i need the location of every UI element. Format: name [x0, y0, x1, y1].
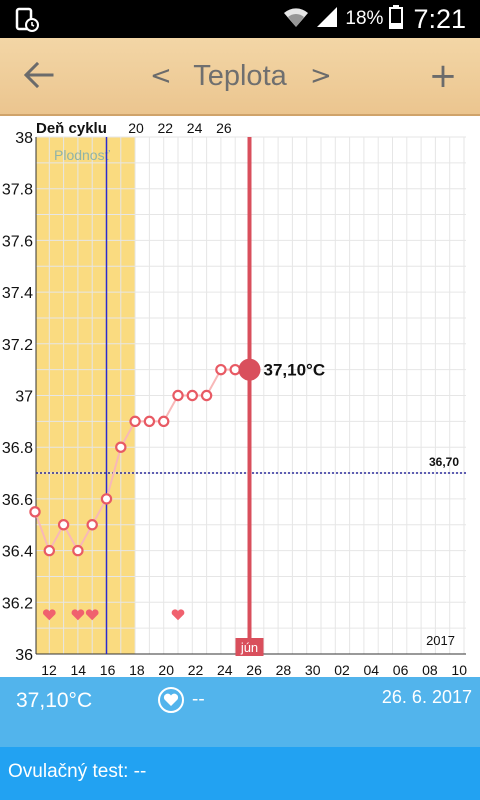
heart-icon: [71, 609, 85, 621]
y-tick-label: 37.8: [2, 182, 33, 199]
status-bar: 18% 7:21: [0, 0, 480, 38]
x-tick-label: 20: [158, 662, 174, 677]
temperature-point: [186, 389, 198, 402]
x-tick-label: 22: [188, 662, 204, 677]
y-tick-label: 37.6: [2, 233, 33, 250]
selected-point: [238, 358, 261, 381]
temperature-point: [200, 389, 213, 402]
x-tick-label: 30: [305, 662, 321, 677]
coverline-label: 36,70: [429, 455, 459, 469]
arrow-left-icon: [24, 62, 54, 88]
day-summary-panel[interactable]: 37,10°C -- 26. 6. 2017: [0, 677, 480, 747]
x-tick-label: 10: [451, 662, 467, 677]
year-label: 2017: [426, 633, 455, 648]
temperature-point: [86, 519, 98, 531]
temperature-point: [100, 493, 113, 505]
temperature-chart[interactable]: 38 37.8 37.6 37.4 37.2 37 36.8 36.6 36.4 36.2 36 1…: [0, 117, 480, 677]
temperature-point: [215, 363, 227, 376]
temperature-point: [143, 415, 156, 428]
x-tick-label: 28: [276, 662, 292, 677]
sim-card-icon: [14, 7, 40, 33]
temperature-point: [129, 415, 141, 428]
month-badge-label: jún: [240, 640, 258, 655]
temperature-point: [72, 544, 84, 557]
x-tick-label: 02: [334, 662, 350, 677]
next-button[interactable]: >: [309, 61, 332, 91]
signal-icon: [315, 5, 339, 34]
y-tick-label: 36.4: [2, 544, 33, 561]
app-header: < Teplota > +: [0, 38, 480, 116]
x-tick-label: 14: [71, 662, 87, 677]
heart-icon: [42, 609, 56, 621]
x-tick-label: 24: [217, 662, 233, 677]
temperature-line: [34, 368, 250, 553]
temperature-point: [29, 506, 41, 518]
title-navigator: < Teplota >: [150, 56, 332, 96]
month-badge: [235, 638, 264, 656]
ovulation-test-label: Ovulačný test: --: [8, 761, 147, 782]
chart-svg: 38 37.8 37.6 37.4 37.2 37 36.8 36.6 36.4 36.2 36 1…: [2, 120, 467, 677]
heart-icon: [85, 609, 99, 621]
top-tick-label: 20: [128, 120, 144, 136]
wifi-icon: [283, 5, 309, 34]
battery-percent: 18%: [345, 8, 384, 29]
temperature-point: [157, 415, 170, 428]
add-button[interactable]: +: [428, 56, 458, 96]
x-tick-label: 26: [246, 662, 262, 677]
y-tick-label: 36.8: [2, 440, 33, 457]
selected-date: 26. 6. 2017: [381, 687, 472, 707]
y-tick-label: 37: [15, 389, 33, 406]
clock: 7:21: [413, 3, 466, 34]
x-tick-label: 04: [364, 662, 380, 677]
prev-button[interactable]: <: [150, 61, 172, 91]
y-tick-label: 38: [15, 130, 33, 147]
temperature-point: [43, 544, 56, 557]
top-tick-label: 22: [158, 120, 174, 136]
top-tick-label: 26: [216, 120, 232, 136]
y-tick-label: 36.2: [2, 595, 33, 612]
fertile-label: Plodnosť: [54, 147, 111, 163]
top-tick-label: 24: [187, 120, 203, 136]
y-tick-label: 36: [15, 647, 33, 664]
y-tick-label: 37.2: [2, 337, 33, 354]
back-button[interactable]: [22, 58, 56, 92]
x-tick-label: 08: [422, 662, 438, 677]
status-icons: 18% 7:21: [283, 0, 466, 38]
battery-icon: [389, 4, 404, 34]
y-tick-label: 37.4: [2, 285, 33, 302]
heart-icon: [171, 609, 185, 621]
selected-temperature: 37,10°C: [16, 689, 93, 712]
ovulation-test-panel[interactable]: Ovulačný test: --: [0, 747, 480, 800]
temperature-point: [172, 389, 184, 402]
y-tick-label: 36.6: [2, 492, 33, 509]
intercourse-value: --: [192, 689, 205, 710]
page-title: Teplota: [193, 59, 287, 92]
heart-icon[interactable]: [158, 687, 184, 713]
selected-point-label: 37,10°C: [264, 361, 326, 380]
x-tick-label: 18: [129, 662, 145, 677]
temperature-point: [57, 519, 70, 531]
x-tick-label: 06: [393, 662, 409, 677]
temperature-point: [115, 441, 127, 453]
x-tick-label: 16: [100, 662, 116, 677]
cycle-day-axis-title: Deň cyklu: [36, 120, 107, 137]
temperature-point: [229, 363, 241, 376]
x-tick-label: 12: [41, 662, 57, 677]
